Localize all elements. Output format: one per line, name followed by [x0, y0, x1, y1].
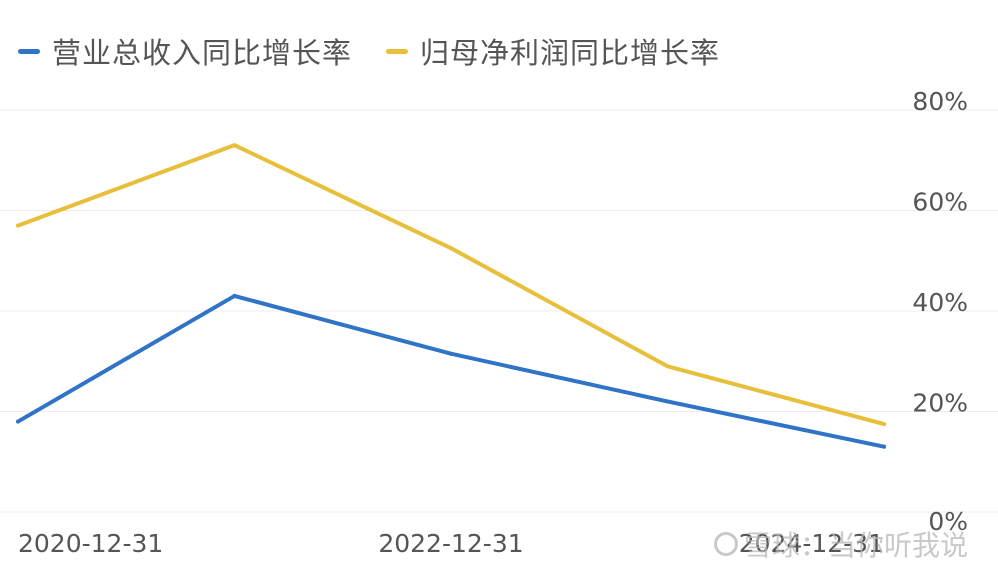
x-tick-label: 2024-12-31: [739, 529, 884, 558]
legend-swatch-net-profit: [386, 48, 409, 54]
y-tick-label: 40%: [912, 288, 968, 317]
legend-item-revenue[interactable]: 营业总收入同比增长率: [18, 30, 352, 72]
x-axis-ticks: 2020-12-31 2022-12-31 2024-12-31: [18, 529, 884, 558]
watermark-text: 雪球：当你听我说: [743, 529, 968, 562]
legend-item-net-profit[interactable]: 归母净利润同比增长率: [386, 30, 720, 72]
snowball-icon: [713, 532, 738, 556]
data-point[interactable]: [16, 419, 20, 424]
legend-swatch-revenue: [18, 48, 40, 54]
chart-legend: 营业总收入同比增长率 归母净利润同比增长率: [18, 26, 720, 76]
data-point[interactable]: [449, 246, 453, 251]
y-tick-label: 80%: [912, 87, 968, 116]
legend-label-revenue: 营业总收入同比增长率: [52, 36, 353, 70]
data-point[interactable]: [449, 351, 453, 356]
y-axis-ticks: 0% 20% 40% 60% 80%: [912, 87, 968, 536]
data-point[interactable]: [16, 223, 20, 228]
data-point[interactable]: [232, 143, 237, 148]
y-tick-label: 60%: [912, 188, 968, 217]
x-tick-label: 2022-12-31: [378, 529, 523, 558]
data-point[interactable]: [665, 399, 670, 404]
y-tick-label: 0%: [928, 507, 968, 536]
x-tick-label: 2020-12-31: [18, 529, 163, 558]
series-line-revenue[interactable]: [16, 293, 886, 449]
legend-label-net-profit: 归母净利润同比增长率: [420, 36, 721, 70]
data-point[interactable]: [232, 293, 237, 298]
series-line-net-profit[interactable]: [16, 143, 886, 427]
data-point[interactable]: [882, 422, 886, 427]
y-tick-label: 20%: [912, 389, 968, 418]
chart-series: [16, 143, 886, 449]
chart-gridlines: [0, 109, 998, 513]
watermark: 雪球：当你听我说: [713, 524, 968, 564]
data-point[interactable]: [665, 364, 670, 369]
data-point[interactable]: [882, 444, 886, 449]
